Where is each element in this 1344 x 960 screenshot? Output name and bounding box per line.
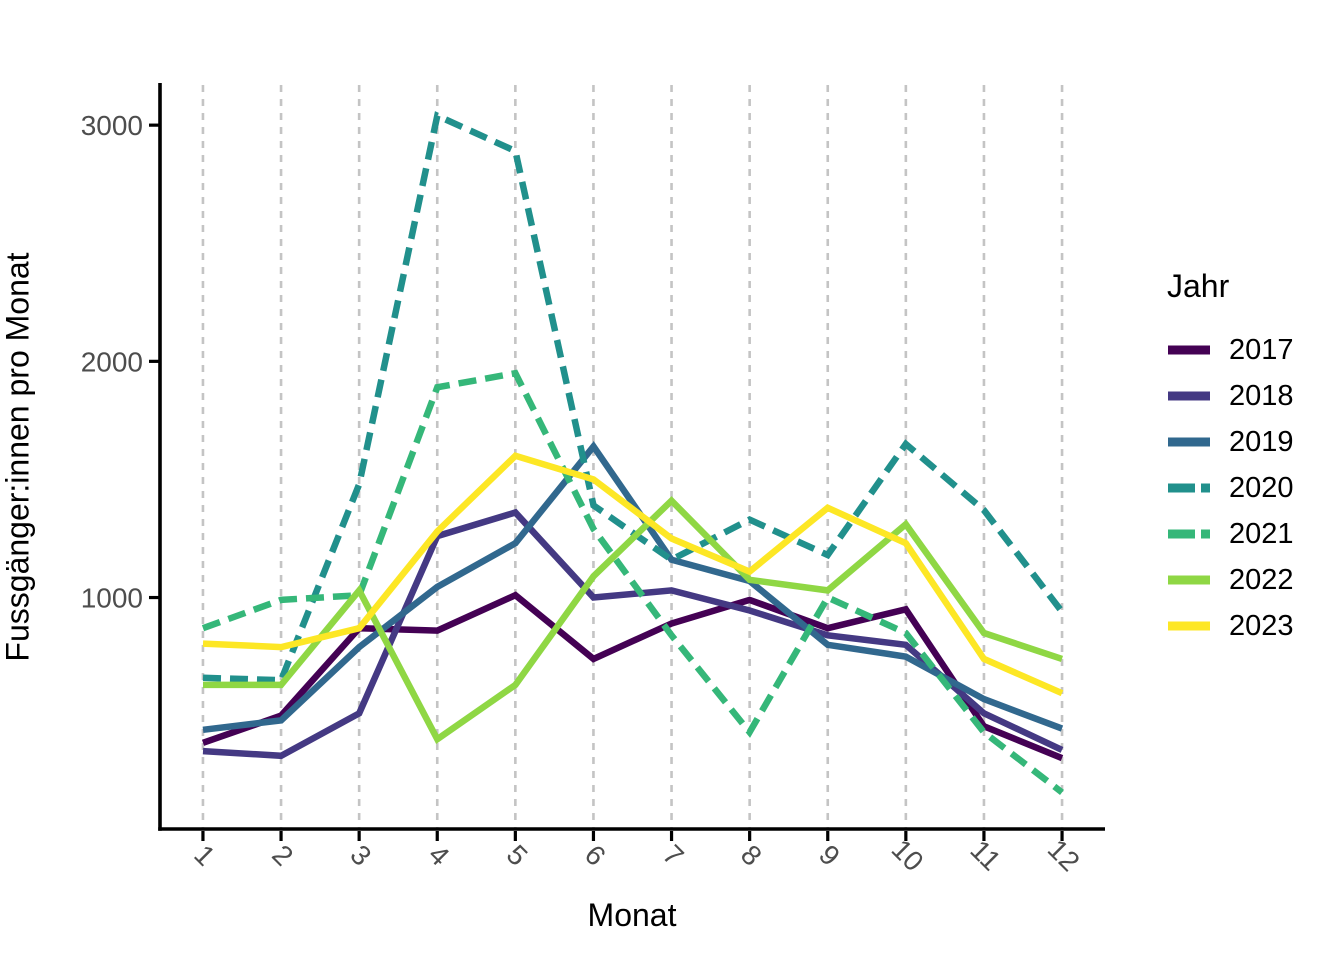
x-tick-label-5: 5: [501, 839, 534, 872]
y-tick-label-2000: 2000: [81, 346, 143, 377]
legend-key-2018: [1168, 391, 1210, 401]
y-tick-label-3000: 3000: [81, 110, 143, 141]
legend-title: Jahr: [1167, 268, 1230, 304]
x-tick-label-11: 11: [964, 834, 1006, 876]
legend-entry-2023: 2023: [1167, 603, 1294, 649]
legend-label-2018: 2018: [1229, 379, 1294, 412]
legend-key-2023: [1168, 621, 1210, 631]
series-line-2020: [202, 111, 1065, 684]
legend-key-2017: [1168, 345, 1210, 355]
y-tick-label-1000: 1000: [81, 583, 143, 614]
legend-entries: 2017 2018 2019 2020 2021 2022 2023: [1167, 327, 1294, 649]
legend-key-2022: [1168, 575, 1210, 585]
legend: Jahr 2017 2018 2019 2020 2021 2022 2023: [1167, 268, 1294, 649]
legend-entry-2022: 2022: [1167, 557, 1294, 603]
legend-key-2020: [1168, 483, 1210, 493]
x-tick-label-1: 1: [188, 839, 221, 872]
series-line-2022: [203, 496, 1064, 744]
legend-entry-2019: 2019: [1167, 419, 1294, 465]
y-axis-title: Fussgänger:innen pro Monat: [0, 252, 36, 662]
legend-label-2019: 2019: [1229, 425, 1294, 458]
legend-key-2021: [1168, 529, 1210, 539]
series-line-2017: [201, 591, 1064, 762]
series-line-2021: [201, 369, 1064, 795]
legend-label-2023: 2023: [1229, 609, 1294, 642]
x-tick-label-6: 6: [579, 839, 612, 872]
series-line-2023: [202, 452, 1064, 697]
x-tick-label-8: 8: [735, 839, 768, 872]
series-line-2019: [202, 440, 1064, 734]
x-tick-label-12: 12: [1042, 833, 1086, 877]
legend-label-2020: 2020: [1229, 471, 1294, 504]
x-tick-label-3: 3: [344, 839, 377, 872]
legend-entry-2017: 2017: [1167, 327, 1294, 373]
legend-key-2019: [1168, 437, 1210, 447]
x-tick-label-2: 2: [266, 839, 299, 872]
x-tick-label-4: 4: [423, 839, 456, 872]
x-tick-label-10: 10: [886, 833, 930, 877]
legend-entry-2021: 2021: [1167, 511, 1294, 557]
x-tick-label-7: 7: [657, 839, 690, 872]
x-tick-label-9: 9: [813, 839, 846, 872]
legend-label-2017: 2017: [1229, 333, 1294, 366]
series-line-2018: [202, 508, 1064, 760]
legend-entry-2020: 2020: [1167, 465, 1294, 511]
x-axis-title: Monat: [587, 897, 677, 933]
legend-label-2021: 2021: [1229, 517, 1294, 550]
legend-label-2022: 2022: [1229, 563, 1294, 596]
legend-entry-2018: 2018: [1167, 373, 1294, 419]
